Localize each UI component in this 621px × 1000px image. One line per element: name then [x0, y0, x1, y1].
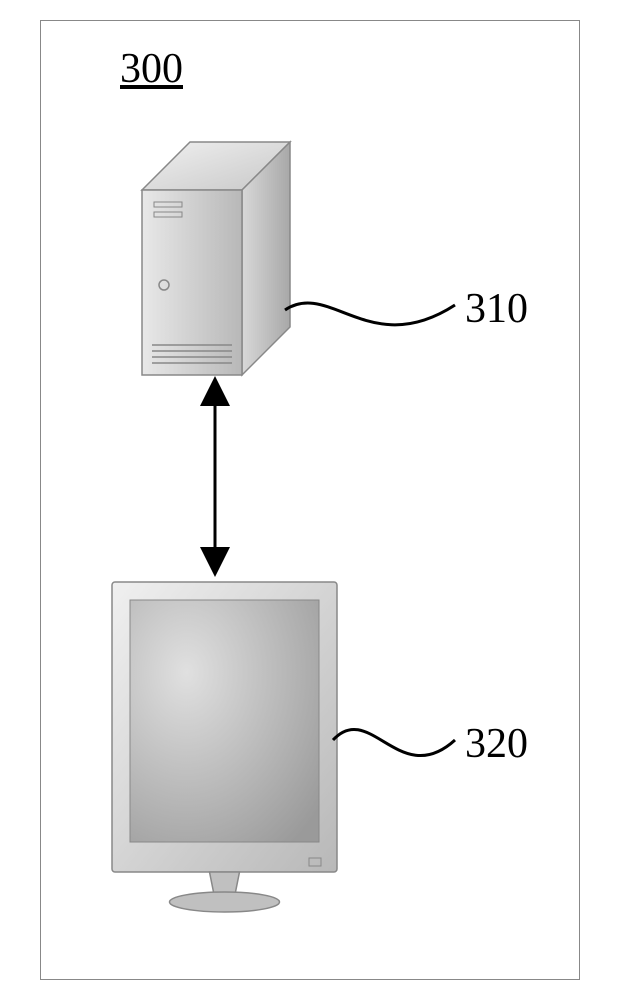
monitor-ref-label: 320: [465, 720, 528, 768]
server-icon: [140, 140, 340, 400]
server-ref-label: 310: [465, 285, 528, 333]
figure-title: 300: [120, 45, 183, 93]
monitor-icon: [110, 580, 370, 960]
